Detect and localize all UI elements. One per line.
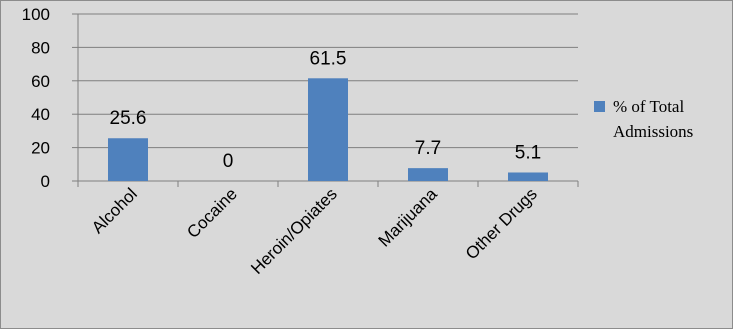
bar-heroin-opiates [308,78,348,181]
category-label: Alcohol [88,184,141,237]
y-tick-label: 40 [31,105,50,124]
category-label: Other Drugs [462,184,541,263]
category-label: Marijuana [375,184,442,251]
y-tick-label: 60 [31,72,50,91]
y-tick-label: 80 [31,38,50,57]
y-tick-label: 0 [41,172,50,191]
data-label: 61.5 [310,48,347,69]
bar-other-drugs [508,172,548,181]
legend-label-line-2: Admissions [613,122,693,141]
legend-swatch [594,101,605,112]
legend-label-line-1: % of Total [613,97,684,116]
data-label: 0 [223,151,234,172]
category-label: Heroin/Opiates [247,184,341,278]
bar-alcohol [108,138,148,181]
data-label: 5.1 [515,142,541,163]
bar-marijuana [408,168,448,181]
category-label: Cocaine [183,184,241,242]
data-label: 7.7 [415,138,441,159]
data-label: 25.6 [110,108,147,129]
y-tick-label: 100 [22,5,50,24]
y-tick-label: 20 [31,139,50,158]
